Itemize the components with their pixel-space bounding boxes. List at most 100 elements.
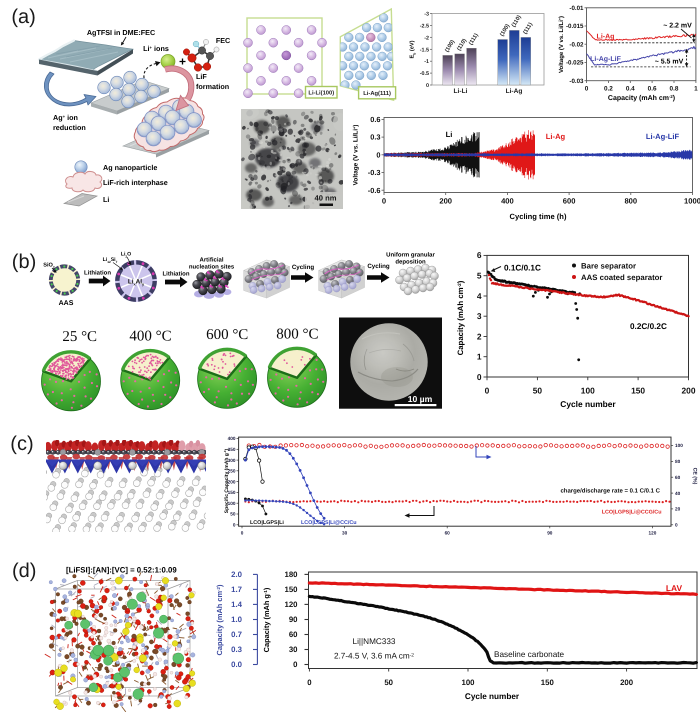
svg-text:200: 200: [439, 197, 452, 206]
svg-text:Artificial: Artificial: [199, 257, 223, 264]
svg-text:25 °C: 25 °C: [62, 329, 97, 345]
svg-text:5: 5: [477, 271, 482, 281]
svg-text:60: 60: [289, 630, 298, 639]
svg-text:50: 50: [533, 386, 543, 396]
svg-text:-0.02: -0.02: [569, 42, 584, 49]
svg-text:-1.5: -1.5: [420, 47, 429, 53]
svg-text:charge/discharge rate = 0.1 C/: charge/discharge rate = 0.1 C/0.1 C: [560, 488, 660, 495]
svg-text:0: 0: [376, 150, 380, 159]
svg-text:0.3: 0.3: [231, 645, 243, 654]
svg-text:Ag nanoparticle: Ag nanoparticle: [103, 163, 157, 172]
svg-text:-0.025: -0.025: [566, 60, 584, 67]
svg-text:120: 120: [648, 531, 656, 536]
svg-text:1.7: 1.7: [231, 585, 242, 594]
svg-text:350: 350: [228, 447, 236, 452]
svg-text:100: 100: [675, 443, 683, 448]
svg-text:Li-Ag-LiF: Li-Ag-LiF: [590, 55, 621, 63]
svg-text:Uniform granular: Uniform granular: [386, 252, 435, 259]
svg-text:0: 0: [675, 523, 678, 528]
svg-text:reduction: reduction: [53, 123, 86, 132]
svg-text:Ag+ ion: Ag+ ion: [53, 113, 78, 122]
svg-text:Capacity (mAh g-1): Capacity (mAh g-1): [262, 587, 271, 652]
svg-text:Li-Ag: Li-Ag: [506, 88, 523, 95]
svg-text:40 nm: 40 nm: [315, 194, 337, 203]
svg-text:0: 0: [233, 523, 236, 528]
svg-text:50: 50: [384, 678, 393, 687]
svg-text:Voltage (V vs. Li/Li+): Voltage (V vs. Li/Li+): [558, 16, 565, 73]
svg-text:~ 2.2 mV: ~ 2.2 mV: [663, 23, 692, 30]
svg-text:(d): (d): [12, 560, 36, 582]
svg-text:0.7: 0.7: [231, 630, 242, 639]
svg-text:Eb (eV): Eb (eV): [409, 40, 417, 58]
svg-text:1000: 1000: [684, 197, 700, 206]
svg-text:Cycling: Cycling: [367, 263, 390, 270]
svg-text:80: 80: [675, 459, 681, 464]
svg-text:0.1C/0.1C: 0.1C/0.1C: [504, 264, 541, 273]
svg-text:150: 150: [284, 585, 298, 594]
svg-text:Capacity (mAh cm-2): Capacity (mAh cm-2): [215, 584, 224, 655]
svg-text:4: 4: [477, 291, 482, 301]
svg-text:Cycle number: Cycle number: [560, 399, 616, 409]
svg-text:-2: -2: [424, 35, 429, 41]
svg-text:120: 120: [284, 600, 298, 609]
svg-text:0.8: 0.8: [670, 86, 679, 93]
svg-text:Li-Ag(111): Li-Ag(111): [363, 90, 391, 97]
svg-text:0.0: 0.0: [231, 660, 243, 669]
svg-text:-1: -1: [424, 59, 429, 65]
svg-text:-0.03: -0.03: [569, 78, 584, 85]
svg-text:150: 150: [228, 490, 236, 495]
svg-text:Li-Li(100): Li-Li(100): [308, 90, 334, 97]
svg-text:60: 60: [445, 531, 451, 536]
svg-text:400 °C: 400 °C: [129, 329, 171, 345]
svg-text:100: 100: [461, 678, 475, 687]
svg-text:LiF: LiF: [196, 72, 207, 81]
svg-text:AAS coated separator: AAS coated separator: [581, 273, 662, 282]
svg-text:LCO|LGPS|Li@CC/Cu: LCO|LGPS|Li@CC/Cu: [301, 520, 357, 526]
svg-text:200: 200: [228, 479, 236, 484]
svg-text:200: 200: [682, 386, 696, 396]
svg-text:0: 0: [307, 678, 312, 687]
svg-text:600 °C: 600 °C: [206, 327, 248, 343]
svg-text:0: 0: [382, 197, 386, 206]
svg-text:formation: formation: [196, 82, 229, 91]
svg-text:AgTFSI in DME:FEC: AgTFSI in DME:FEC: [87, 28, 155, 37]
svg-text:0.2: 0.2: [604, 86, 613, 93]
svg-text:Lithiation: Lithiation: [84, 270, 111, 277]
svg-text:1.4: 1.4: [231, 600, 243, 609]
svg-text:30: 30: [289, 645, 298, 654]
svg-text:1: 1: [694, 86, 698, 93]
svg-text:Li-Ag: Li-Ag: [546, 132, 566, 141]
svg-text:deposition: deposition: [395, 259, 426, 266]
svg-text:3: 3: [477, 311, 482, 321]
svg-text:90: 90: [289, 615, 298, 624]
svg-text:-0.015: -0.015: [566, 23, 584, 30]
svg-text:0: 0: [477, 372, 482, 382]
svg-text:Li||NMC333: Li||NMC333: [353, 637, 396, 646]
svg-text:1.0: 1.0: [231, 615, 243, 624]
svg-text:LiF-rich interphase: LiF-rich interphase: [103, 178, 168, 187]
svg-text:Li: Li: [103, 195, 109, 204]
svg-text:2.7-4.5 V, 3.6 mA cm-2: 2.7-4.5 V, 3.6 mA cm-2: [334, 652, 414, 661]
svg-text:0.6: 0.6: [648, 86, 657, 93]
svg-text:Lithiation: Lithiation: [163, 271, 190, 278]
svg-text:Li-Ag: Li-Ag: [597, 32, 615, 40]
svg-text:1: 1: [477, 352, 482, 362]
svg-text:90: 90: [547, 531, 553, 536]
svg-text:LCO|LGPS|Li: LCO|LGPS|Li: [250, 520, 284, 526]
svg-text:0: 0: [585, 86, 589, 93]
svg-text:60: 60: [675, 475, 681, 480]
svg-text:0.6: 0.6: [370, 115, 380, 124]
svg-text:Li2O: Li2O: [121, 252, 131, 259]
svg-text:Li: Li: [446, 130, 453, 139]
svg-text:(a): (a): [11, 6, 35, 28]
svg-text:400: 400: [501, 197, 514, 206]
svg-text:250: 250: [228, 469, 236, 474]
svg-text:10 µm: 10 µm: [408, 394, 433, 404]
svg-text:SiO2: SiO2: [43, 262, 55, 270]
svg-text:0: 0: [241, 531, 244, 536]
svg-text:40: 40: [675, 491, 681, 496]
svg-text:Li12Si7: Li12Si7: [103, 257, 118, 264]
svg-text:50: 50: [230, 512, 236, 517]
svg-text:Voltage (V vs. Li/Li+): Voltage (V vs. Li/Li+): [353, 125, 360, 186]
svg-text:~ 5.5 mV: ~ 5.5 mV: [655, 59, 684, 66]
